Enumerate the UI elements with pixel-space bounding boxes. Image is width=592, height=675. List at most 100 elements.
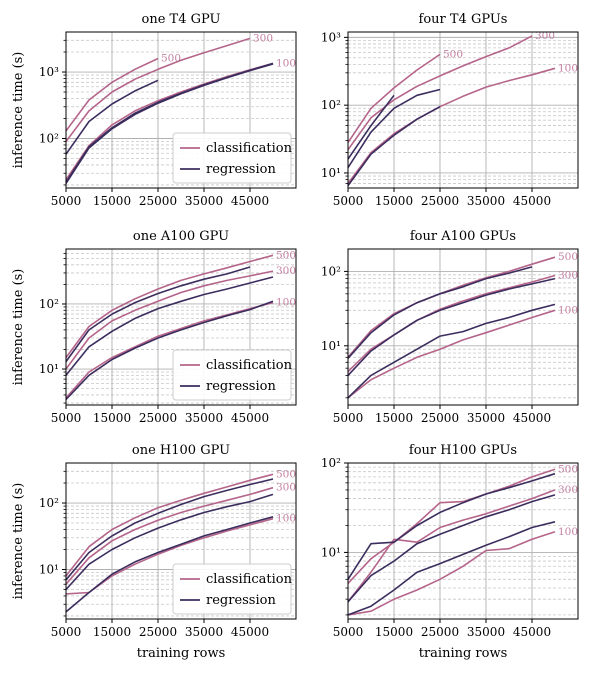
y-tick-label: 10¹ <box>39 562 59 576</box>
y-tick-label: 10¹ <box>321 545 341 559</box>
x-tick-label: 45000 <box>513 194 551 208</box>
axes-frame <box>347 248 579 406</box>
legend: classification regression <box>172 349 293 401</box>
regression-series-line <box>347 494 556 603</box>
series-annotation: 300 <box>276 482 296 494</box>
y-axis-label: inference time (s) <box>11 269 26 386</box>
series-annotation: 100 <box>558 304 578 316</box>
x-tick-label: 15000 <box>93 411 131 425</box>
y-tick-label: 10¹ <box>321 339 341 353</box>
legend-label: regression <box>206 379 276 394</box>
regression-series-line <box>347 277 556 376</box>
x-tick-label: 25000 <box>421 411 459 425</box>
x-tick-label: 35000 <box>185 411 223 425</box>
panel-3: 500 300 100 5000 15000 25000 35000 45000 10¹ 10² o… <box>11 229 297 425</box>
x-tick-label: 5000 <box>51 625 82 639</box>
series-annotation: 500 <box>443 48 463 60</box>
axes-frame <box>347 31 579 189</box>
classification-series-line <box>65 486 274 585</box>
regression-series-line <box>347 105 441 187</box>
y-tick-label: 10² <box>39 297 59 311</box>
panel-4: 500 300 100 5000 15000 25000 35000 45000 10¹ 10² f… <box>321 229 579 425</box>
regression-series-line <box>347 521 556 616</box>
x-tick-label: 45000 <box>231 194 269 208</box>
axes-frame <box>65 248 297 406</box>
y-tick-label: 10² <box>39 131 59 145</box>
series-annotation: 500 <box>161 52 181 64</box>
axes-frame <box>347 462 579 620</box>
legend-box <box>172 132 292 184</box>
classification-series-line <box>347 468 556 584</box>
regression-series-line <box>65 300 274 401</box>
x-tick-label: 5000 <box>333 625 364 639</box>
regression-series-line <box>65 478 274 581</box>
y-tick-label: 10¹ <box>321 166 341 180</box>
panel-title: four T4 GPUs <box>419 12 508 27</box>
series-annotation: 500 <box>276 249 296 261</box>
series-annotation: 500 <box>558 251 578 263</box>
series-annotation: 300 <box>253 32 273 44</box>
classification-series-line <box>347 53 441 144</box>
series-annotation: 100 <box>558 526 578 538</box>
panel-title: four A100 GPUs <box>410 229 516 244</box>
regression-series-line <box>65 276 274 376</box>
x-tick-label: 35000 <box>185 194 223 208</box>
x-tick-label: 45000 <box>231 411 269 425</box>
y-axis-label: inference time (s) <box>11 52 26 169</box>
regression-series-line <box>347 94 395 160</box>
x-tick-label: 5000 <box>51 411 82 425</box>
classification-series-line <box>65 473 274 577</box>
x-tick-label: 25000 <box>421 625 459 639</box>
panel-6: 500 300 100 5000 15000 25000 35000 45000 10¹ 10² f… <box>321 443 579 661</box>
classification-series-line <box>347 35 533 151</box>
series-annotation: 300 <box>535 30 555 42</box>
axes-frame <box>65 462 297 620</box>
classification-series-line <box>347 489 556 603</box>
y-tick-label: 10¹ <box>39 362 59 376</box>
panel-title: one T4 GPU <box>142 12 221 27</box>
x-axis-label: training rows <box>419 646 508 661</box>
y-tick-label: 10² <box>321 98 341 112</box>
series-annotation: 500 <box>558 463 578 475</box>
x-tick-label: 15000 <box>375 625 413 639</box>
x-tick-label: 45000 <box>513 411 551 425</box>
panel-title: four H100 GPUs <box>409 443 517 458</box>
regression-series-line <box>65 516 274 613</box>
x-tick-label: 25000 <box>139 194 177 208</box>
x-tick-label: 15000 <box>93 625 131 639</box>
x-tick-label: 5000 <box>51 194 82 208</box>
series-annotation: 100 <box>276 297 296 309</box>
series-annotation: 300 <box>558 484 578 496</box>
series-annotation: 100 <box>276 513 296 525</box>
regression-series-line <box>65 79 159 155</box>
x-tick-label: 45000 <box>231 625 269 639</box>
regression-series-line <box>347 266 533 359</box>
x-tick-label: 35000 <box>467 625 505 639</box>
legend-label: regression <box>206 162 276 177</box>
axes-frame <box>65 31 297 189</box>
x-tick-label: 45000 <box>513 625 551 639</box>
x-tick-label: 25000 <box>421 194 459 208</box>
regression-series-line <box>65 493 274 591</box>
legend-label: classification <box>206 572 293 587</box>
legend: classification regression <box>172 132 293 184</box>
x-tick-label: 35000 <box>467 411 505 425</box>
legend-box <box>172 563 292 615</box>
classification-series-line <box>65 57 159 132</box>
classification-series-line <box>65 254 274 359</box>
series-annotation: 100 <box>558 62 578 74</box>
panel-title: one H100 GPU <box>132 443 230 458</box>
classification-series-line <box>347 531 556 616</box>
y-tick-label: 10³ <box>39 65 59 79</box>
y-tick-label: 10³ <box>321 30 341 44</box>
panel-1: 500 300 100 5000 15000 25000 35000 45000 10² 10³ o… <box>11 12 297 208</box>
classification-series-line <box>347 309 556 399</box>
y-tick-label: 10² <box>321 456 341 470</box>
series-annotation: 300 <box>276 265 296 277</box>
x-tick-label: 15000 <box>375 411 413 425</box>
regression-series-line <box>347 88 441 169</box>
x-tick-label: 5000 <box>333 194 364 208</box>
x-tick-label: 15000 <box>375 194 413 208</box>
classification-series-line <box>347 67 556 184</box>
